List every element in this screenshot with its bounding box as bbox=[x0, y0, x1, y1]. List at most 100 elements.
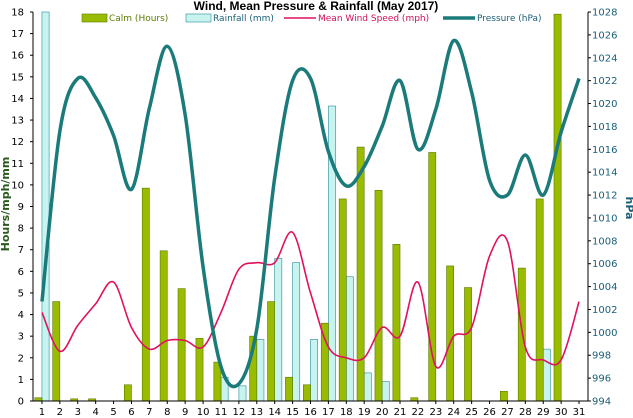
y-tick-label-right: 996 bbox=[592, 374, 611, 385]
x-tick-label: 31 bbox=[573, 407, 586, 418]
y-tick-label-left: 8 bbox=[18, 224, 24, 235]
y-tick-label-right: 1018 bbox=[592, 122, 617, 133]
y-tick-label-left: 10 bbox=[11, 180, 24, 191]
y-tick-label-right: 1004 bbox=[592, 282, 617, 293]
legend-label: Calm (Hours) bbox=[109, 14, 168, 24]
calm-bar-day-27 bbox=[499, 390, 508, 402]
legend-label: Mean Wind Speed (mph) bbox=[318, 14, 429, 24]
wind-speed-line bbox=[41, 231, 580, 369]
x-tick-label: 26 bbox=[483, 407, 496, 418]
x-tick-label: 12 bbox=[233, 407, 246, 418]
rainfall-bar-day-1 bbox=[41, 11, 50, 402]
rainfall-bar-day-15 bbox=[292, 262, 301, 402]
y-tick-label-left: 11 bbox=[11, 159, 24, 170]
y-tick-label-left: 3 bbox=[18, 332, 24, 343]
x-tick-label: 4 bbox=[92, 407, 98, 418]
y-tick-label-right: 1012 bbox=[592, 191, 617, 202]
x-tick-label: 20 bbox=[376, 407, 389, 418]
y-tick-label-left: 5 bbox=[18, 288, 24, 299]
y-tick-label-left: 15 bbox=[11, 72, 24, 83]
x-tick-label: 19 bbox=[358, 407, 371, 418]
calm-bar-day-6 bbox=[124, 384, 132, 402]
y-axis-label-right: hPa bbox=[623, 196, 633, 219]
y-tick-label-left: 18 bbox=[11, 8, 24, 19]
x-tick-label: 25 bbox=[465, 407, 478, 418]
calm-bar-day-20 bbox=[374, 189, 383, 402]
y-tick-label-left: 4 bbox=[18, 310, 24, 321]
y-tick-label-right: 1020 bbox=[592, 99, 617, 110]
calm-bar-day-28 bbox=[517, 267, 526, 402]
chart-title: Wind, Mean Pressure & Rainfall (May 2017… bbox=[194, 0, 439, 13]
tick-labels: 0123456789101112131415161718994996998100… bbox=[11, 8, 617, 418]
calm-bars bbox=[34, 13, 562, 402]
rainfall-bar-day-19 bbox=[363, 372, 372, 402]
y-tick-label-left: 9 bbox=[18, 202, 24, 213]
x-tick-label: 3 bbox=[75, 407, 81, 418]
y-tick-label-right: 998 bbox=[592, 351, 611, 362]
x-tick-label: 21 bbox=[394, 407, 407, 418]
x-tick-label: 7 bbox=[146, 407, 152, 418]
rainfall-bar-day-13 bbox=[256, 339, 265, 402]
calm-bar-day-19 bbox=[356, 146, 365, 402]
x-tick-label: 11 bbox=[215, 407, 228, 418]
y-tick-label-left: 0 bbox=[18, 397, 24, 408]
calm-bar-day-30 bbox=[553, 13, 562, 402]
x-tick-label: 6 bbox=[128, 407, 134, 418]
calm-bar-day-17 bbox=[320, 322, 329, 402]
legend-label: Pressure (hPa) bbox=[477, 14, 542, 24]
x-tick-label: 22 bbox=[412, 407, 425, 418]
x-tick-label: 24 bbox=[447, 407, 460, 418]
legend: Calm (Hours) Rainfall (mm) Mean Wind Speed… bbox=[81, 13, 542, 24]
series-lines bbox=[40, 38, 581, 389]
x-tick-label: 28 bbox=[519, 407, 532, 418]
x-tick-label: 14 bbox=[268, 407, 281, 418]
calm-bar-day-18 bbox=[338, 198, 347, 402]
calm-bar-day-16 bbox=[303, 384, 311, 402]
y-tick-label-right: 1008 bbox=[592, 236, 617, 247]
x-tick-label: 8 bbox=[164, 407, 170, 418]
legend-swatch bbox=[185, 13, 212, 23]
x-tick-label: 23 bbox=[429, 407, 442, 418]
rainfall-bar-day-18 bbox=[346, 276, 354, 402]
y-tick-label-right: 1014 bbox=[592, 168, 617, 179]
y-tick-label-left: 2 bbox=[18, 353, 24, 364]
y-tick-label-right: 1022 bbox=[592, 76, 617, 87]
pressure-line bbox=[40, 38, 581, 389]
x-tick-label: 18 bbox=[340, 407, 353, 418]
x-tick-label: 30 bbox=[555, 407, 568, 418]
calm-bar-day-29 bbox=[535, 198, 544, 402]
x-tick-label: 2 bbox=[57, 407, 63, 418]
y-tick-label-right: 1016 bbox=[592, 145, 617, 156]
calm-bar-day-24 bbox=[446, 265, 455, 402]
rainfall-bar-day-14 bbox=[274, 258, 283, 402]
rainfall-bar-day-12 bbox=[238, 385, 247, 402]
x-tick-label: 13 bbox=[250, 407, 263, 418]
calm-bar-day-9 bbox=[177, 288, 186, 402]
y-tick-label-right: 994 bbox=[592, 397, 611, 408]
y-tick-label-right: 1026 bbox=[592, 30, 617, 41]
y-tick-label-right: 1000 bbox=[592, 328, 617, 339]
rainfall-bar-day-20 bbox=[381, 381, 390, 402]
calm-bar-day-15 bbox=[285, 376, 293, 402]
calm-bar-day-7 bbox=[141, 187, 150, 402]
calm-bar-day-25 bbox=[464, 287, 472, 402]
legend-label: Rainfall (mm) bbox=[213, 14, 274, 24]
x-tick-label: 9 bbox=[182, 407, 188, 418]
calm-bar-day-14 bbox=[267, 301, 275, 402]
y-tick-label-left: 12 bbox=[11, 137, 24, 148]
legend-swatch bbox=[81, 13, 108, 23]
y-tick-label-left: 7 bbox=[18, 245, 24, 256]
calm-bar-day-8 bbox=[159, 250, 168, 402]
y-tick-label-left: 6 bbox=[18, 267, 24, 278]
y-tick-label-left: 1 bbox=[18, 375, 24, 386]
y-axis-label-left: Hours/mph/mm bbox=[0, 157, 12, 252]
x-tick-label: 17 bbox=[322, 407, 335, 418]
x-tick-label: 29 bbox=[537, 407, 550, 418]
calm-bar-day-21 bbox=[392, 244, 401, 402]
x-tick-label: 15 bbox=[286, 407, 299, 418]
y-tick-label-right: 1002 bbox=[592, 305, 617, 316]
y-tick-label-left: 13 bbox=[11, 116, 24, 127]
y-tick-label-right: 1028 bbox=[592, 8, 617, 19]
